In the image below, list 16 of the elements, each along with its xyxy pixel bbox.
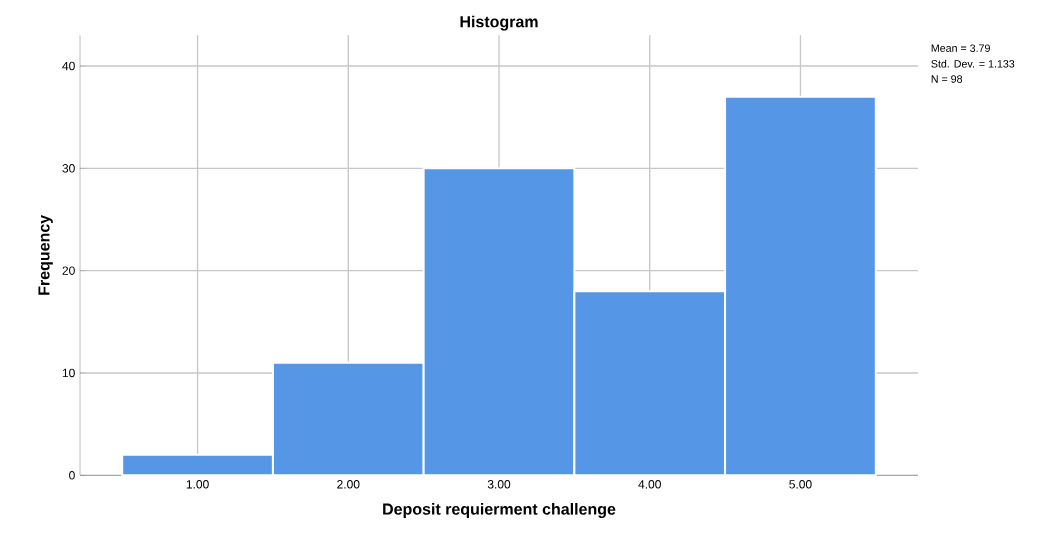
y-tick-label: 40 [62, 61, 75, 71]
y-tick-label: 30 [62, 164, 75, 173]
text: N = 98 [931, 75, 963, 83]
text: Std. Dev. = 1.133 [931, 59, 1015, 68]
text: Mean = 3.79 [931, 44, 990, 52]
y-axis-title: Frequency [38, 214, 53, 295]
x-tick-label: 4.00 [638, 480, 661, 489]
y-tick-label: 0 [69, 471, 75, 480]
x-tick-label: 5.00 [789, 480, 812, 489]
x-tick-label: 1.00 [186, 480, 209, 489]
y-tick-label: 10 [62, 368, 75, 378]
chart-title: Histogram [460, 15, 538, 31]
x-axis-title: Deposit requierment challenge [383, 503, 616, 518]
y-tick-label: 20 [62, 266, 75, 275]
x-tick-label: 2.00 [337, 480, 360, 489]
x-tick-label: 3.00 [487, 480, 511, 489]
